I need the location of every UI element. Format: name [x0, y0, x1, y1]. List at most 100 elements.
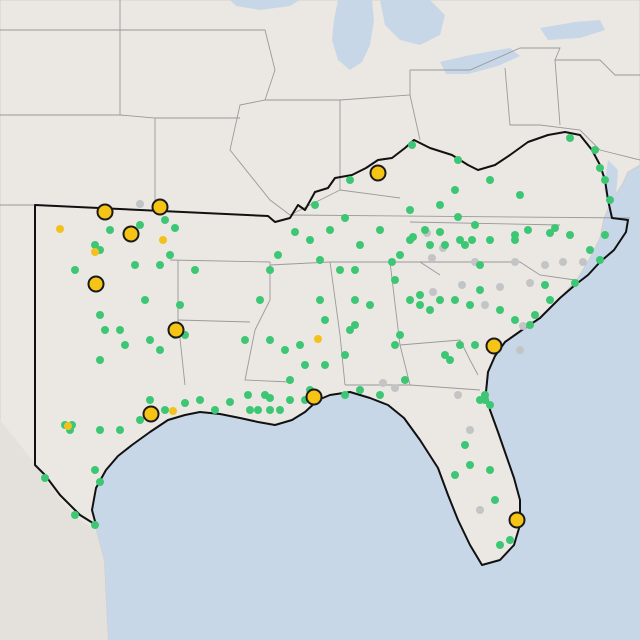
- green-dot-icon[interactable]: [461, 441, 469, 449]
- green-dot-icon[interactable]: [116, 426, 124, 434]
- green-dot-icon[interactable]: [524, 226, 532, 234]
- green-dot-icon[interactable]: [456, 236, 464, 244]
- green-dot-icon[interactable]: [566, 134, 574, 142]
- green-dot-icon[interactable]: [41, 474, 49, 482]
- green-dot-icon[interactable]: [461, 241, 469, 249]
- green-dot-icon[interactable]: [106, 226, 114, 234]
- green-dot-icon[interactable]: [391, 276, 399, 284]
- green-dot-icon[interactable]: [466, 461, 474, 469]
- large-yellow-circle-icon[interactable]: [122, 225, 140, 243]
- green-dot-icon[interactable]: [566, 231, 574, 239]
- green-dot-icon[interactable]: [166, 251, 174, 259]
- green-dot-icon[interactable]: [291, 228, 299, 236]
- green-dot-icon[interactable]: [426, 241, 434, 249]
- gray-dot-icon[interactable]: [519, 322, 527, 330]
- green-dot-icon[interactable]: [596, 256, 604, 264]
- small-yellow-dot-icon[interactable]: [91, 248, 99, 256]
- green-dot-icon[interactable]: [91, 521, 99, 529]
- green-dot-icon[interactable]: [551, 224, 559, 232]
- green-dot-icon[interactable]: [136, 221, 144, 229]
- green-dot-icon[interactable]: [96, 311, 104, 319]
- green-dot-icon[interactable]: [171, 224, 179, 232]
- green-dot-icon[interactable]: [101, 326, 109, 334]
- small-yellow-dot-icon[interactable]: [314, 335, 322, 343]
- green-dot-icon[interactable]: [511, 316, 519, 324]
- green-dot-icon[interactable]: [241, 336, 249, 344]
- green-dot-icon[interactable]: [376, 226, 384, 234]
- green-dot-icon[interactable]: [156, 346, 164, 354]
- green-dot-icon[interactable]: [441, 241, 449, 249]
- green-dot-icon[interactable]: [586, 246, 594, 254]
- gray-dot-icon[interactable]: [458, 281, 466, 289]
- green-dot-icon[interactable]: [341, 351, 349, 359]
- green-dot-icon[interactable]: [451, 471, 459, 479]
- green-dot-icon[interactable]: [311, 201, 319, 209]
- green-dot-icon[interactable]: [266, 266, 274, 274]
- green-dot-icon[interactable]: [606, 196, 614, 204]
- green-dot-icon[interactable]: [468, 236, 476, 244]
- gray-dot-icon[interactable]: [466, 426, 474, 434]
- green-dot-icon[interactable]: [96, 478, 104, 486]
- green-dot-icon[interactable]: [486, 466, 494, 474]
- green-dot-icon[interactable]: [161, 406, 169, 414]
- green-dot-icon[interactable]: [601, 231, 609, 239]
- green-dot-icon[interactable]: [601, 176, 609, 184]
- green-dot-icon[interactable]: [421, 226, 429, 234]
- green-dot-icon[interactable]: [416, 301, 424, 309]
- small-yellow-dot-icon[interactable]: [64, 422, 72, 430]
- green-dot-icon[interactable]: [471, 341, 479, 349]
- green-dot-icon[interactable]: [406, 206, 414, 214]
- gray-dot-icon[interactable]: [136, 200, 144, 208]
- green-dot-icon[interactable]: [341, 214, 349, 222]
- green-dot-icon[interactable]: [191, 266, 199, 274]
- green-dot-icon[interactable]: [91, 241, 99, 249]
- green-dot-icon[interactable]: [351, 321, 359, 329]
- green-dot-icon[interactable]: [131, 261, 139, 269]
- green-dot-icon[interactable]: [286, 376, 294, 384]
- green-dot-icon[interactable]: [346, 326, 354, 334]
- green-dot-icon[interactable]: [486, 401, 494, 409]
- green-dot-icon[interactable]: [254, 406, 262, 414]
- green-dot-icon[interactable]: [356, 241, 364, 249]
- green-dot-icon[interactable]: [441, 351, 449, 359]
- green-dot-icon[interactable]: [366, 301, 374, 309]
- green-dot-icon[interactable]: [546, 296, 554, 304]
- green-dot-icon[interactable]: [266, 336, 274, 344]
- gray-dot-icon[interactable]: [454, 391, 462, 399]
- green-dot-icon[interactable]: [321, 316, 329, 324]
- green-dot-icon[interactable]: [408, 141, 416, 149]
- green-dot-icon[interactable]: [266, 394, 274, 402]
- green-dot-icon[interactable]: [531, 311, 539, 319]
- green-dot-icon[interactable]: [481, 391, 489, 399]
- large-yellow-circle-icon[interactable]: [87, 275, 105, 293]
- green-dot-icon[interactable]: [71, 266, 79, 274]
- green-dot-icon[interactable]: [426, 306, 434, 314]
- gray-dot-icon[interactable]: [559, 258, 567, 266]
- green-dot-icon[interactable]: [591, 146, 599, 154]
- green-dot-icon[interactable]: [176, 301, 184, 309]
- green-dot-icon[interactable]: [141, 296, 149, 304]
- small-yellow-dot-icon[interactable]: [56, 225, 64, 233]
- green-dot-icon[interactable]: [436, 296, 444, 304]
- large-yellow-circle-icon[interactable]: [508, 511, 526, 529]
- green-dot-icon[interactable]: [96, 356, 104, 364]
- large-yellow-circle-icon[interactable]: [142, 405, 160, 423]
- green-dot-icon[interactable]: [401, 376, 409, 384]
- green-dot-icon[interactable]: [456, 341, 464, 349]
- green-dot-icon[interactable]: [511, 236, 519, 244]
- green-dot-icon[interactable]: [471, 221, 479, 229]
- green-dot-icon[interactable]: [341, 391, 349, 399]
- green-dot-icon[interactable]: [516, 191, 524, 199]
- small-yellow-dot-icon[interactable]: [169, 407, 177, 415]
- green-dot-icon[interactable]: [476, 286, 484, 294]
- gray-dot-icon[interactable]: [541, 261, 549, 269]
- green-dot-icon[interactable]: [486, 176, 494, 184]
- green-dot-icon[interactable]: [466, 301, 474, 309]
- green-dot-icon[interactable]: [416, 291, 424, 299]
- green-dot-icon[interactable]: [396, 251, 404, 259]
- green-dot-icon[interactable]: [266, 406, 274, 414]
- green-dot-icon[interactable]: [326, 226, 334, 234]
- green-dot-icon[interactable]: [486, 236, 494, 244]
- small-yellow-dot-icon[interactable]: [159, 236, 167, 244]
- gray-dot-icon[interactable]: [579, 258, 587, 266]
